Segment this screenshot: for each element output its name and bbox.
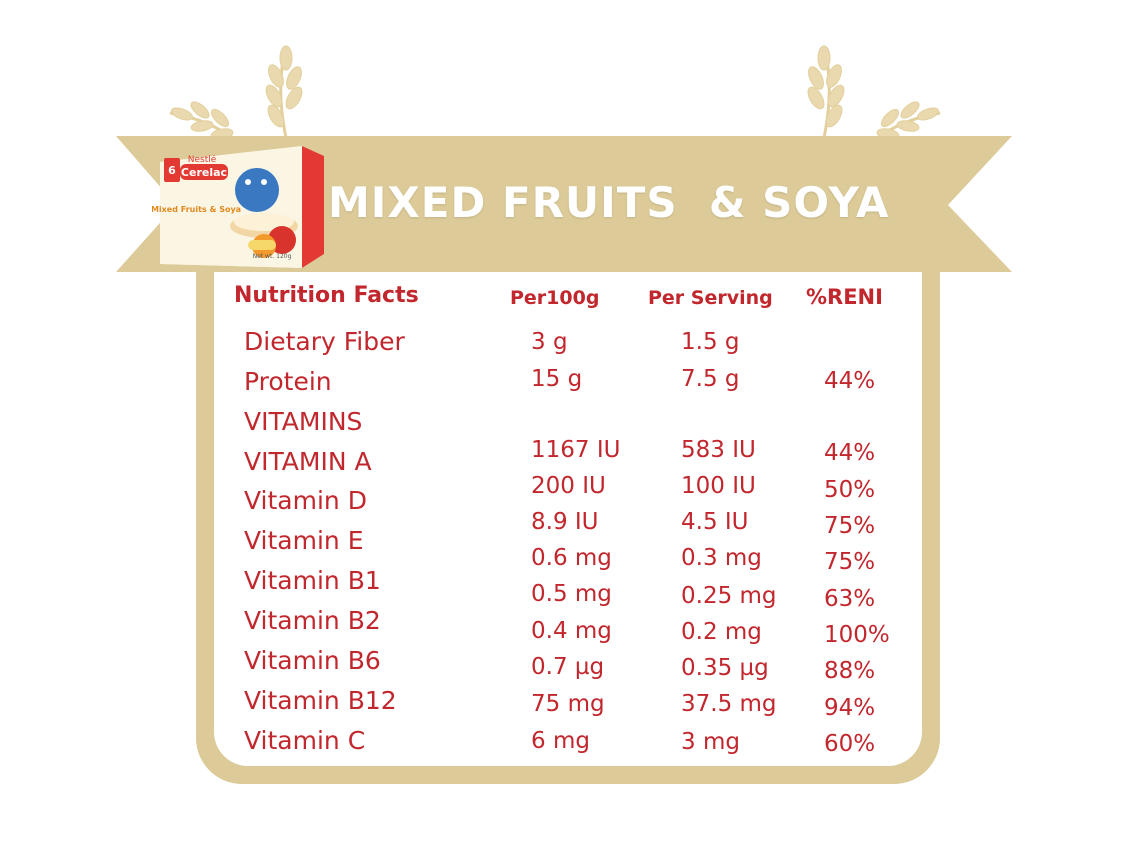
- nutrient-per100g: 1167 IU: [531, 437, 621, 463]
- section-label-vitamins: VITAMINS: [244, 407, 363, 436]
- wheat-right-icon: [807, 45, 941, 145]
- nutrient-reni: 44%: [824, 440, 876, 466]
- nutrient-per-serving: 583 IU: [681, 437, 756, 463]
- nutrient-per100g: 0.6 mg: [531, 545, 612, 571]
- nutrient-per100g: 8.9 IU: [531, 509, 599, 535]
- nutrient-per-serving: 0.25 mg: [681, 583, 777, 609]
- reni-header: %RENI: [806, 285, 883, 309]
- nutrient-per-serving: 0.3 mg: [681, 545, 762, 571]
- nutrient-reni: 94%: [824, 695, 876, 721]
- nutrient-name: Vitamin D: [244, 486, 367, 515]
- nutrient-per-serving: 0.35 µg: [681, 655, 769, 681]
- nutrition-facts-heading: Nutrition Facts: [234, 283, 419, 308]
- nutrient-name: Vitamin E: [244, 526, 364, 555]
- product-box-image: 6 Nestlé Cerelac Mixed Fruits & Soya Net…: [152, 146, 324, 268]
- nutrient-per100g: 0.4 mg: [531, 618, 612, 644]
- nutrient-reni: 50%: [824, 477, 876, 503]
- nutrient-reni: 44%: [824, 368, 876, 394]
- per100g-header: Per100g: [510, 287, 600, 309]
- nutrient-reni: 60%: [824, 731, 876, 757]
- nutrient-per100g: 200 IU: [531, 473, 606, 499]
- banner-title: MIXED FRUITS & SOYA: [328, 178, 890, 227]
- nutrient-name: Vitamin B1: [244, 566, 381, 595]
- nutrient-name: Dietary Fiber: [244, 327, 405, 356]
- nutrient-name: Vitamin B12: [244, 686, 397, 715]
- nutrient-per-serving: 7.5 g: [681, 366, 740, 392]
- nutrient-per-serving: 0.2 mg: [681, 619, 762, 645]
- nutrient-reni: 100%: [824, 622, 890, 648]
- nutrient-per100g: 0.5 mg: [531, 581, 612, 607]
- nutrient-name: VITAMIN A: [244, 447, 372, 476]
- nutrient-name: Vitamin B2: [244, 606, 381, 635]
- per-serving-header: Per Serving: [648, 287, 773, 309]
- nutrient-per-serving: 3 mg: [681, 729, 740, 755]
- nutrition-panel: [196, 262, 940, 784]
- title-ribbon: [116, 136, 1012, 272]
- nutrient-reni: 88%: [824, 658, 876, 684]
- nutrient-reni: 75%: [824, 513, 876, 539]
- box-brand: Nestlé: [188, 154, 217, 165]
- nutrient-per100g: 3 g: [531, 329, 568, 355]
- wheat-left-icon: [169, 45, 303, 145]
- nutrient-per-serving: 1.5 g: [681, 329, 740, 355]
- box-name: Cerelac: [181, 166, 227, 179]
- box-variant: Mixed Fruits & Soya: [152, 205, 241, 214]
- nutrition-panel-inner: [214, 262, 922, 766]
- nutrient-reni: 63%: [824, 586, 876, 612]
- nutrient-per-serving: 4.5 IU: [681, 509, 749, 535]
- nutrient-per100g: 0.7 µg: [531, 654, 605, 680]
- nutrient-per100g: 15 g: [531, 366, 583, 392]
- nutrient-name: Vitamin C: [244, 726, 366, 755]
- nutrient-per-serving: 37.5 mg: [681, 691, 777, 717]
- nutrient-per-serving: 100 IU: [681, 473, 756, 499]
- nutrient-name: Vitamin B6: [244, 646, 381, 675]
- nutrient-name: Protein: [244, 367, 332, 396]
- box-net-weight: Net wt. 120g: [253, 253, 292, 260]
- nutrient-per100g: 6 mg: [531, 728, 590, 754]
- box-age-badge: 6: [168, 164, 176, 177]
- nutrient-reni: 75%: [824, 549, 876, 575]
- nutrient-per100g: 75 mg: [531, 691, 605, 717]
